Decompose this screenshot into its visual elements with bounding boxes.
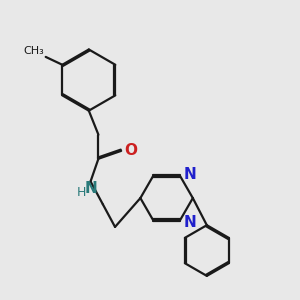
Text: CH₃: CH₃ xyxy=(23,46,44,56)
Text: O: O xyxy=(124,143,137,158)
Text: N: N xyxy=(184,214,197,230)
Text: N: N xyxy=(85,182,98,196)
Text: H: H xyxy=(76,186,86,199)
Text: N: N xyxy=(184,167,197,182)
